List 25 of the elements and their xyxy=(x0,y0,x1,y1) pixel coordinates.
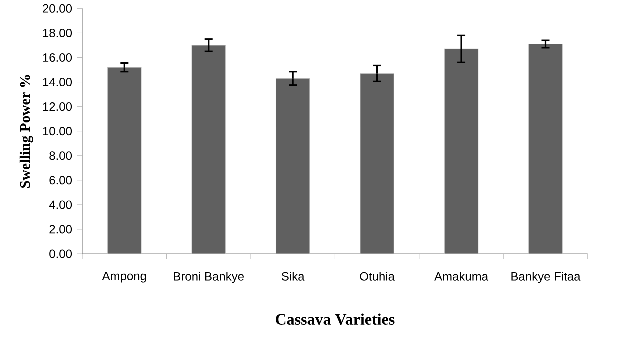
bar xyxy=(528,44,563,254)
x-tick-label: Sika xyxy=(282,272,305,281)
y-tick-label: 0.00 xyxy=(50,250,72,258)
bar xyxy=(108,67,142,254)
bar xyxy=(360,73,394,254)
y-tick-label: 18.00 xyxy=(43,28,72,38)
y-tick-label: 20.00 xyxy=(43,4,72,13)
y-tick-label: 2.00 xyxy=(50,225,72,234)
bar xyxy=(444,48,479,254)
x-tick-label: Otuhia xyxy=(360,272,395,281)
y-tick-label: 10.00 xyxy=(43,126,72,136)
y-tick-label: 16.00 xyxy=(43,53,72,62)
bar xyxy=(276,78,310,254)
x-tick-label: Amakuma xyxy=(434,272,489,281)
y-tick-label: 8.00 xyxy=(50,151,72,160)
y-tick-label: 14.00 xyxy=(43,78,72,86)
x-tick-label: Broni Bankye xyxy=(174,272,244,284)
y-tick-label: 6.00 xyxy=(50,176,72,185)
y-tick-label: 4.00 xyxy=(49,200,72,210)
y-axis-title: Swelling Power % xyxy=(20,75,34,188)
x-tick-label: Bankye Fitaa xyxy=(512,272,581,284)
y-tick-label: 12.00 xyxy=(43,102,72,111)
x-tick-label: Ampong xyxy=(102,272,146,283)
bar xyxy=(192,45,226,254)
x-axis-title: Cassava Varieties xyxy=(276,314,395,325)
